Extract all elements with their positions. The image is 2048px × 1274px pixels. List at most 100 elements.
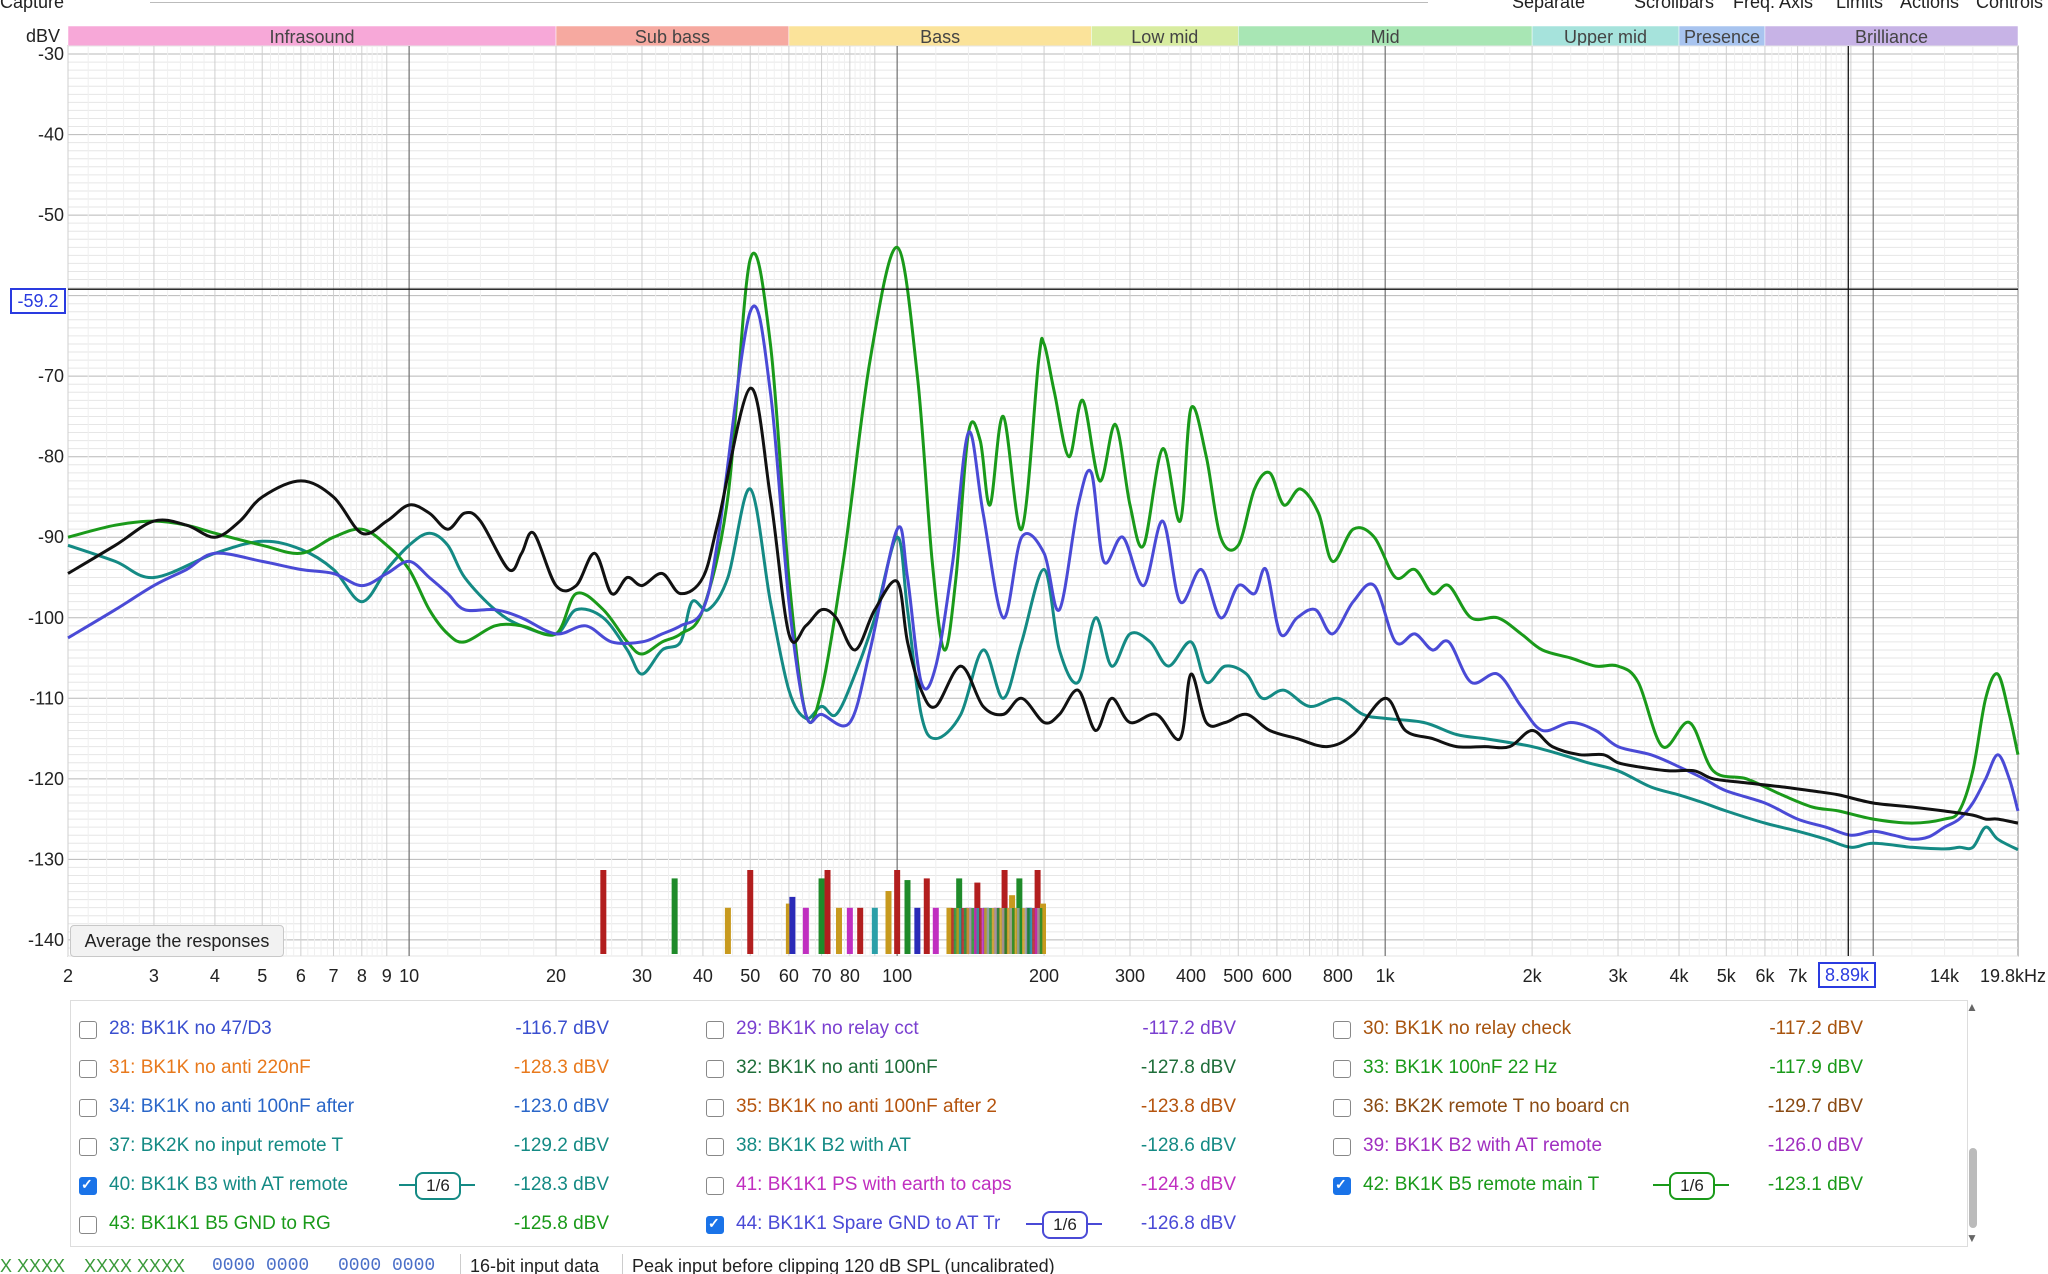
legend-checkbox[interactable] <box>79 1138 97 1156</box>
menu-limits[interactable]: Limits <box>1836 0 1884 12</box>
legend-item[interactable]: 42: BK1K B5 remote main T 1/6 -123.1 dBV <box>1333 1171 1933 1201</box>
peak-marker-4 <box>785 903 792 954</box>
y-tick-label: -100 <box>28 608 64 628</box>
legend-checkbox[interactable] <box>706 1138 724 1156</box>
peak-marker-2 <box>724 907 731 954</box>
legend-checkbox[interactable] <box>79 1099 97 1117</box>
average-responses-button[interactable]: Average the responses <box>70 925 284 957</box>
smoothing-badge[interactable]: 1/6 <box>1026 1211 1102 1239</box>
legend-checkbox[interactable] <box>1333 1021 1351 1039</box>
legend-item[interactable]: 28: BK1K no 47/D3 -116.7 dBV <box>79 1015 679 1045</box>
cursor-x-readout[interactable]: 8.89k <box>1818 962 1876 988</box>
legend-item[interactable]: 39: BK1K B2 with AT remote -126.0 dBV <box>1333 1132 1933 1162</box>
scroll-up-arrow-icon[interactable]: ▲ <box>1966 1000 1978 1014</box>
legend-scrollbar[interactable]: ▲ ▼ <box>1966 1000 1980 1245</box>
legend-item-value: -128.3 dBV <box>513 1174 609 1195</box>
x-tick-label: 50 <box>740 966 760 986</box>
legend-item[interactable]: 30: BK1K no relay check -117.2 dBV <box>1333 1015 1933 1045</box>
scroll-thumb[interactable] <box>1969 1148 1977 1228</box>
legend-checkbox[interactable] <box>706 1060 724 1078</box>
legend-item[interactable]: 33: BK1K 100nF 22 Hz -117.9 dBV <box>1333 1054 1933 1084</box>
peak-marker-dense <box>989 908 993 954</box>
legend-checkbox[interactable] <box>706 1099 724 1117</box>
peak-marker-8 <box>824 870 831 954</box>
legend-item[interactable]: 38: BK1K B2 with AT -128.6 dBV <box>706 1132 1306 1162</box>
y-tick-label: -90 <box>38 527 64 547</box>
legend-item-label: 37: BK2K no input remote T <box>109 1135 344 1156</box>
legend-checkbox[interactable] <box>79 1021 97 1039</box>
spectrum-plot[interactable]: Infrasound Sub bass Bass Low mid Mid Upper mi… <box>0 14 2048 1000</box>
legend-item-label: 30: BK1K no relay check <box>1363 1018 1572 1039</box>
series-line-2 <box>67 304 2020 841</box>
legend-checkbox[interactable] <box>706 1177 724 1195</box>
cursor-lines <box>68 46 2018 956</box>
legend-checkbox[interactable] <box>1333 1099 1351 1117</box>
series-line-1 <box>67 245 2020 825</box>
peak-marker-dense <box>966 908 970 954</box>
legend-item-label: 31: BK1K no anti 220nF <box>109 1057 311 1078</box>
legend-item-label: 32: BK1K no anti 100nF <box>736 1057 938 1078</box>
legend-item-value: -126.0 dBV <box>1767 1135 1863 1156</box>
legend-item[interactable]: 29: BK1K no relay cct -117.2 dBV <box>706 1015 1306 1045</box>
x-tick-label: 5k <box>1717 966 1737 986</box>
legend-item[interactable]: 41: BK1K1 PS with earth to caps -124.3 dB… <box>706 1171 1306 1201</box>
legend-item[interactable]: 35: BK1K no anti 100nF after 2 -123.8 dBV <box>706 1093 1306 1123</box>
legend-item-value: -126.8 dBV <box>1140 1213 1236 1234</box>
legend-item[interactable]: 31: BK1K no anti 220nF -128.3 dBV <box>79 1054 679 1084</box>
legend-item-label: 43: BK1K1 B5 GND to RG <box>109 1213 331 1234</box>
x-tick-label: 30 <box>632 966 652 986</box>
legend-item-label: 40: BK1K B3 with AT remote <box>109 1174 349 1195</box>
menu-freq-axis[interactable]: Freq. Axis <box>1733 0 1814 12</box>
legend-item[interactable]: 43: BK1K1 B5 GND to RG -125.8 dBV <box>79 1210 679 1240</box>
peak-marker-17 <box>923 878 930 954</box>
peak-marker-dense <box>1004 908 1008 954</box>
peak-marker-14 <box>894 870 901 954</box>
legend-item[interactable]: 32: BK1K no anti 100nF -127.8 dBV <box>706 1054 1306 1084</box>
menu-separate[interactable]: Separate <box>1512 0 1586 12</box>
peak-marker-dense <box>1039 908 1043 954</box>
x-tick-label: 1k <box>1376 966 1396 986</box>
scroll-down-arrow-icon[interactable]: ▼ <box>1966 1231 1978 1245</box>
menu-capture[interactable]: Capture <box>0 0 65 12</box>
legend-item[interactable]: 37: BK2K no input remote T -129.2 dBV <box>79 1132 679 1162</box>
measurement-legend: 28: BK1K no 47/D3 -116.7 dBV 31: BK1K no a… <box>70 1000 1968 1247</box>
menu-controls[interactable]: Controls <box>1976 0 2044 12</box>
legend-item-value: -128.6 dBV <box>1140 1135 1236 1156</box>
peak-marker-dense <box>1029 908 1033 954</box>
legend-checkbox[interactable] <box>1333 1060 1351 1078</box>
smoothing-badge[interactable]: 1/6 <box>1653 1172 1729 1200</box>
y-tick-label: -40 <box>38 125 64 145</box>
peak-marker-9 <box>835 907 842 954</box>
cursor-y-readout[interactable]: -59.2 <box>10 288 66 314</box>
legend-item[interactable]: 34: BK1K no anti 100nF after -123.0 dBV <box>79 1093 679 1123</box>
legend-item[interactable]: 44: BK1K1 Spare GND to AT Tr 1/6 -126.8 dB… <box>706 1210 1306 1240</box>
peak-marker-dense <box>963 908 967 954</box>
legend-item[interactable]: 40: BK1K B3 with AT remote 1/6 -128.3 dBV <box>79 1171 679 1201</box>
x-tick-label: 300 <box>1115 966 1145 986</box>
peak-marker-dense <box>1032 908 1036 954</box>
x-tick-label: 2k <box>1523 966 1543 986</box>
legend-checkbox[interactable] <box>79 1060 97 1078</box>
legend-item-label: 33: BK1K 100nF 22 Hz <box>1363 1057 1558 1078</box>
legend-item-value: -129.7 dBV <box>1767 1096 1863 1117</box>
y-tick-label: -30 <box>38 44 64 64</box>
legend-checkbox[interactable] <box>1333 1138 1351 1156</box>
legend-checkbox[interactable] <box>706 1215 724 1234</box>
peak-markers <box>600 870 1047 954</box>
legend-item-value: -127.8 dBV <box>1140 1057 1236 1078</box>
legend-checkbox[interactable] <box>79 1176 97 1195</box>
smoothing-badge[interactable]: 1/6 <box>399 1172 475 1200</box>
legend-checkbox[interactable] <box>706 1021 724 1039</box>
legend-checkbox[interactable] <box>1333 1176 1351 1195</box>
top-divider <box>150 2 1428 3</box>
peak-marker-dense <box>1037 908 1041 954</box>
peak-marker-dense <box>971 908 975 954</box>
legend-item[interactable]: 36: BK2K remote T no board cn -129.7 dBV <box>1333 1093 1933 1123</box>
menu-scrollbars[interactable]: Scrollbars <box>1634 0 1715 12</box>
x-tick-label: 400 <box>1176 966 1206 986</box>
menu-actions[interactable]: Actions <box>1900 0 1960 12</box>
y-axis-unit: dBV <box>26 26 60 46</box>
peak-marker-16 <box>914 907 921 954</box>
peak-marker-dense <box>953 908 957 954</box>
legend-checkbox[interactable] <box>79 1216 97 1234</box>
